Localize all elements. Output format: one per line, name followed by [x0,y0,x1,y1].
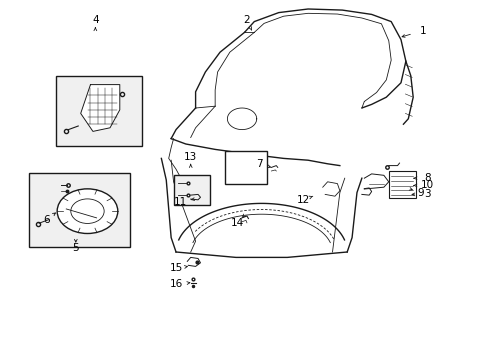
Circle shape [57,189,118,234]
Text: 10: 10 [421,180,433,190]
Text: 13: 13 [183,152,197,162]
Text: 8: 8 [424,173,430,183]
Text: 12: 12 [296,195,309,205]
Bar [29,173,129,247]
Text: 15: 15 [169,263,183,273]
Text: 7: 7 [255,159,262,169]
Text: 2: 2 [243,15,250,25]
Text: 3: 3 [424,189,430,199]
Text: 11: 11 [174,197,187,207]
Text: 16: 16 [169,279,183,289]
Bar [388,171,415,198]
Text: 6: 6 [43,215,50,225]
Circle shape [71,199,104,224]
Text: 14: 14 [230,218,244,228]
Bar [56,76,142,146]
Text: 1: 1 [419,26,426,36]
Text: 4: 4 [92,15,99,25]
Bar [173,175,210,205]
Text: 5: 5 [72,243,79,253]
Bar [224,151,266,184]
Polygon shape [81,85,120,131]
Text: 9: 9 [416,188,423,198]
